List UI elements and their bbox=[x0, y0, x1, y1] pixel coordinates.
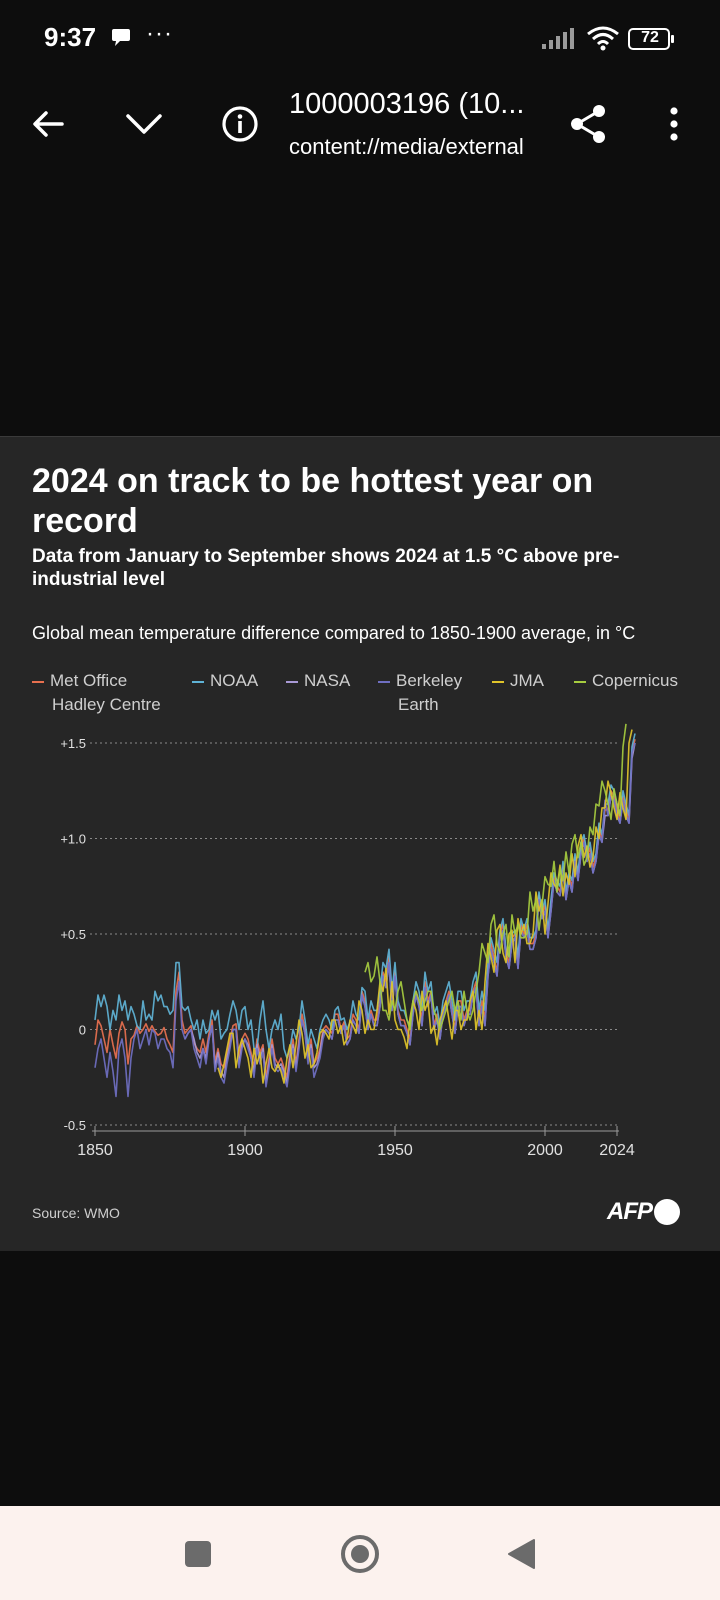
infographic-subheadline: Data from January to September shows 202… bbox=[32, 546, 620, 590]
signal-icon bbox=[542, 28, 574, 49]
series-line-noaa bbox=[94, 733, 636, 1059]
y-tick-label: 0 bbox=[79, 1023, 86, 1038]
back-arrow-icon bbox=[33, 111, 64, 137]
y-tick-label: -0.5 bbox=[64, 1118, 86, 1133]
legend-swatch bbox=[286, 680, 298, 683]
legend-item-nasa: NASA bbox=[286, 669, 350, 693]
afp-logo: AFP bbox=[607, 1197, 680, 1227]
more-vert-icon bbox=[670, 107, 678, 141]
chevron-down-icon bbox=[126, 114, 162, 134]
legend-label: Berkeley bbox=[396, 671, 463, 690]
legend-swatch bbox=[192, 680, 204, 683]
series-line-copernicus bbox=[364, 723, 627, 1031]
legend-label: Met Office bbox=[50, 671, 128, 690]
more-options-button[interactable] bbox=[646, 96, 702, 152]
legend-item-met-office: Met Office Hadley Centre bbox=[32, 669, 161, 717]
afp-logo-text: AFP bbox=[607, 1198, 653, 1225]
legend-swatch bbox=[32, 680, 44, 683]
info-icon bbox=[222, 106, 258, 142]
status-time: 9:37 bbox=[44, 22, 97, 52]
legend-item-noaa: NOAA bbox=[192, 669, 258, 693]
y-tick-label: +1.5 bbox=[60, 736, 86, 751]
y-tick-label: +0.5 bbox=[60, 927, 86, 942]
legend-item-jma: JMA bbox=[492, 669, 544, 693]
home-circle-icon bbox=[341, 1535, 379, 1573]
x-tick-label: 1950 bbox=[377, 1142, 413, 1159]
legend-swatch bbox=[378, 680, 390, 683]
navigation-bar bbox=[0, 1506, 720, 1600]
legend-swatch bbox=[492, 680, 504, 683]
series-line-berkeley-earth bbox=[94, 742, 636, 1098]
x-tick-label: 2024 bbox=[599, 1142, 635, 1159]
x-tick-label: 1900 bbox=[227, 1142, 263, 1159]
legend-label-line2: Earth bbox=[398, 695, 439, 714]
afp-logo-dot bbox=[654, 1199, 680, 1225]
file-title: 1000003196 (10... bbox=[289, 88, 525, 120]
infographic-image: 2024 on track to be hottest year on reco… bbox=[0, 436, 720, 1251]
y-tick-label: +1.0 bbox=[60, 832, 86, 847]
x-tick-label: 1850 bbox=[77, 1142, 113, 1159]
chart-description: Global mean temperature difference compa… bbox=[32, 623, 636, 643]
legend-label: JMA bbox=[510, 671, 544, 690]
chat-bubble-icon bbox=[112, 29, 130, 46]
recents-square-icon bbox=[185, 1541, 211, 1567]
battery-level: 72 bbox=[641, 29, 659, 46]
series-line-jma bbox=[217, 729, 633, 1084]
legend-label-line2: Hadley Centre bbox=[52, 695, 161, 714]
source-credit: Source: WMO bbox=[32, 1205, 120, 1221]
home-button[interactable] bbox=[340, 1534, 380, 1579]
legend-label: Copernicus bbox=[592, 671, 678, 690]
status-bar: 9:37 ··· 72 bbox=[0, 0, 720, 78]
recents-button[interactable] bbox=[184, 1540, 212, 1573]
back-button[interactable] bbox=[20, 96, 76, 152]
info-button[interactable] bbox=[212, 96, 268, 152]
back-nav-button[interactable] bbox=[506, 1538, 536, 1575]
status-dots: ··· bbox=[146, 20, 173, 47]
share-icon bbox=[571, 105, 605, 143]
legend-label: NASA bbox=[304, 671, 351, 690]
legend-item-berkeley: Berkeley Earth bbox=[378, 669, 462, 717]
share-button[interactable] bbox=[560, 96, 616, 152]
expand-button[interactable] bbox=[116, 96, 172, 152]
legend-label: NOAA bbox=[210, 671, 259, 690]
x-tick-label: 2000 bbox=[527, 1142, 563, 1159]
wifi-icon bbox=[587, 26, 619, 51]
battery-icon bbox=[628, 28, 674, 50]
file-uri: content://media/external bbox=[289, 134, 524, 159]
legend-swatch bbox=[574, 680, 586, 683]
temperature-chart: -0.5 0 +0.5 +1.0 +1.5 1850 1900 1950 2000 2024 bbox=[60, 723, 636, 1159]
infographic-headline: 2024 on track to be hottest year on reco… bbox=[32, 462, 594, 540]
legend-item-copernicus: Copernicus bbox=[574, 669, 678, 693]
series-line-met-office-hadley-centre bbox=[94, 739, 636, 1079]
back-triangle-icon bbox=[508, 1539, 535, 1569]
